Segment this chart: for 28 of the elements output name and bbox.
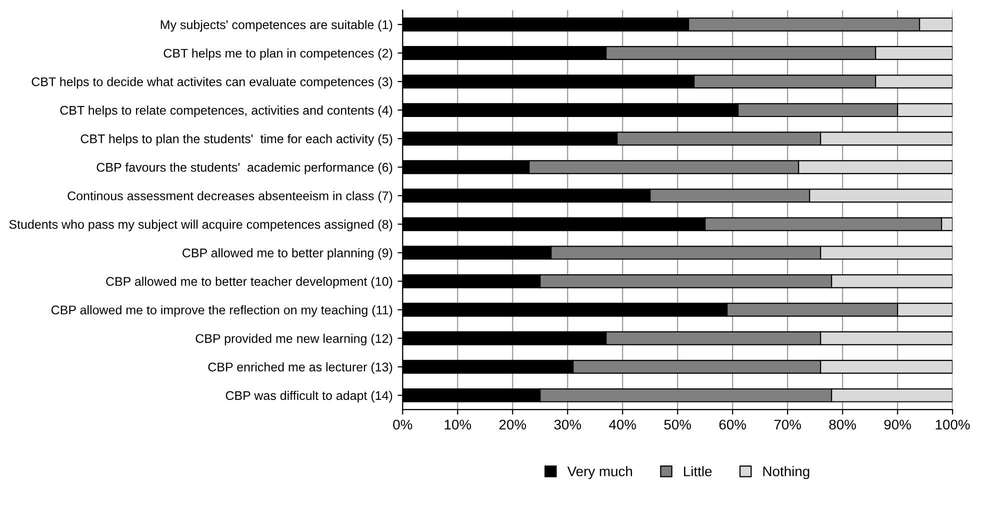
y-tick-label: CBP enriched me as lecturer (13) [208,362,392,374]
legend-label: Little [684,466,712,476]
x-tick-label: 10% [444,420,472,430]
y-tick-label: CBP allowed me to improve the reflection on my teaching (11) [51,305,392,317]
x-tick-label: 100% [936,420,970,430]
y-tick-label: CBT helps to decide what activites can evaluate competences (3) [32,77,392,89]
x-tick-label: 0% [393,420,412,430]
x-tick-label: 40% [609,420,636,430]
y-tick-label: My subjects' competences are suitable (1) [160,20,392,32]
y-tick-label: CBP allowed me to better planning (9) [182,248,392,260]
x-tick-label: 30% [554,420,581,430]
y-tick-label: CBP allowed me to better teacher development (10) [106,276,392,288]
x-tick-label: 80% [829,420,856,430]
x-tick-label: 50% [664,420,691,430]
x-tick-label: 20% [499,420,526,430]
y-tick-label: CBP provided me new learning (12) [196,334,392,346]
y-tick-label: CBT helps to plan the students' time for each activity (5) [80,134,392,146]
y-tick-label: CBT helps to relate competences, activities and contents (4) [60,106,392,118]
y-tick-label: CBP favours the students' academic performance (6) [96,162,392,174]
y-tick-label: Students who pass my subject will acquire competences assigned (8) [9,220,392,232]
legend-label: Nothing [763,466,810,480]
y-tick-label: Continous assessment decreases absenteeism in class (7) [68,191,392,203]
y-tick-label: CBP was difficult to adapt (14) [226,390,392,402]
legend-label: Very much [567,466,632,480]
y-tick-label: CBT helps me to plan in competences (2) [164,48,392,60]
x-tick-label: 90% [884,420,911,430]
x-tick-label: 70% [774,420,801,430]
x-tick-label: 60% [719,420,746,430]
